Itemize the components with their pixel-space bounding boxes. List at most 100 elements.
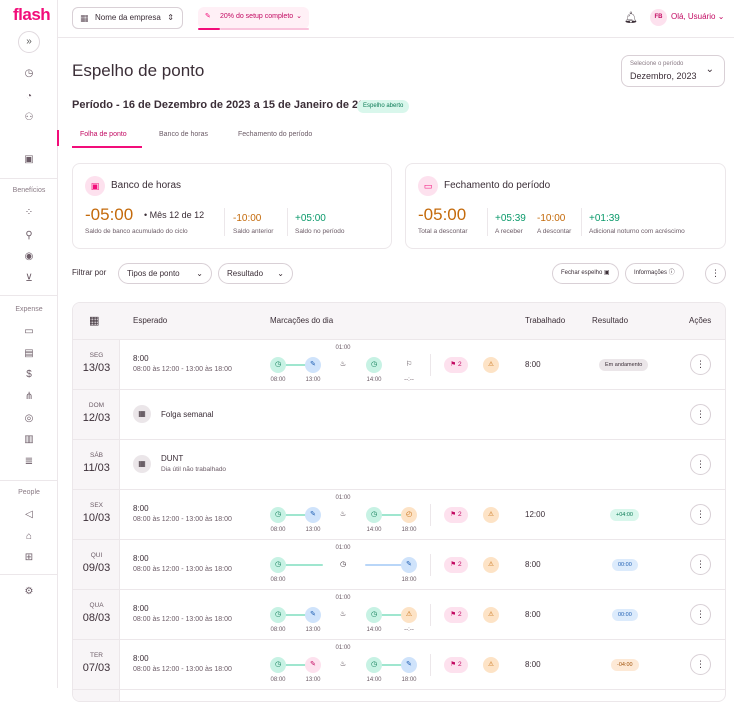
info-button[interactable]: Informações ⓘ xyxy=(625,263,684,284)
pencil-edited-icon[interactable]: ✎ xyxy=(305,657,321,673)
setup-progress-button[interactable]: ✎ 20% do setup completo ⌄ xyxy=(198,7,309,30)
day-status-title: DUNT xyxy=(161,454,184,463)
megaphone-icon[interactable]: ◁ xyxy=(25,509,33,520)
tab-folha-de-ponto[interactable]: Folha de ponto xyxy=(80,131,127,138)
meal-icon[interactable]: ♨ xyxy=(339,361,347,368)
row-actions-button[interactable]: ⋮ xyxy=(690,354,711,375)
meal-icon[interactable]: ♨ xyxy=(339,611,347,618)
flag-count-badge[interactable]: ⚑ 2 xyxy=(444,507,468,523)
clock-icon[interactable]: ◷ xyxy=(270,557,286,573)
alert-icon[interactable]: ⚠ xyxy=(483,557,499,573)
pencil-icon[interactable]: ✎ xyxy=(305,357,321,373)
info-label: Informações xyxy=(634,270,668,276)
user-plus-icon[interactable]: ⚲ xyxy=(25,230,33,241)
late-clock-icon[interactable]: ◴ xyxy=(401,507,417,523)
flag-count-badge[interactable]: ⚑ 2 xyxy=(444,557,468,573)
wallet-icon[interactable]: ▣ xyxy=(24,154,34,165)
expected-schedule: 08:00 às 12:00 - 13:00 às 18:00 xyxy=(133,666,232,673)
tab-banco-de-horas[interactable]: Banco de horas xyxy=(159,131,209,138)
fechamento-receive: +05:39 xyxy=(495,213,526,224)
card-icon[interactable]: ▭ xyxy=(24,326,34,337)
row-actions-button[interactable]: ⋮ xyxy=(690,654,711,675)
flag-count-badge[interactable]: ⚑ 2 xyxy=(444,357,468,373)
pencil-icon[interactable]: ✎ xyxy=(401,657,417,673)
org-chart-icon[interactable]: ⊞ xyxy=(24,552,34,563)
row-actions-button[interactable]: ⋮ xyxy=(690,454,711,475)
check-circle-icon[interactable]: ◎ xyxy=(24,413,34,424)
active-tab-indicator xyxy=(72,146,142,148)
filter-result-select[interactable]: Resultado ⌄ xyxy=(218,263,293,284)
alert-icon[interactable]: ⚠ xyxy=(483,607,499,623)
empty-nav-slot[interactable] xyxy=(22,132,36,146)
day-date: 10/03 xyxy=(82,512,111,524)
clock-icon[interactable]: ◷ xyxy=(366,507,382,523)
alert-icon[interactable]: ⚠ xyxy=(483,507,499,523)
expected-schedule: 08:00 às 12:00 - 13:00 às 18:00 xyxy=(133,616,232,623)
coin-icon[interactable]: ◉ xyxy=(24,251,34,262)
pencil-icon[interactable]: ✎ xyxy=(401,557,417,573)
row-actions-button[interactable]: ⋮ xyxy=(690,604,711,625)
row-actions-button[interactable]: ⋮ xyxy=(690,504,711,525)
cart-icon[interactable]: ⊻ xyxy=(25,273,33,284)
clock-outline-icon[interactable]: ◷ xyxy=(339,561,347,568)
alert-icon[interactable]: ⚠ xyxy=(483,657,499,673)
graduation-icon[interactable]: ⌂ xyxy=(25,531,33,542)
settings-icon[interactable]: ⚙ xyxy=(24,586,34,597)
row-actions-button[interactable]: ⋮ xyxy=(690,404,711,425)
avatar[interactable]: FB xyxy=(650,9,667,26)
clock-icon[interactable]: ◷ xyxy=(270,607,286,623)
more-options-button[interactable]: ⋮ xyxy=(705,263,726,284)
flag-count-badge[interactable]: ⚑ 2 xyxy=(444,657,468,673)
card-title: Banco de horas xyxy=(111,180,182,191)
clock-icon[interactable]: ◷ xyxy=(366,657,382,673)
mark-time: --:-- xyxy=(404,377,414,383)
tab-fechamento-do-periodo[interactable]: Fechamento do período xyxy=(238,131,313,138)
row-actions-button[interactable]: ⋮ xyxy=(690,554,711,575)
pie-chart-icon[interactable]: ◔ xyxy=(25,91,33,102)
result-badge: +04:00 xyxy=(610,509,639,521)
chevron-down-icon: ⌄ xyxy=(705,64,714,75)
flag-exit-icon[interactable]: ⚐ xyxy=(405,361,413,368)
day-of-week: DOM xyxy=(88,402,105,409)
divider xyxy=(430,604,431,626)
grid-icon[interactable]: ⁘ xyxy=(24,207,34,218)
flag-count-badge[interactable]: ⚑ 2 xyxy=(444,607,468,623)
flag-count: 2 xyxy=(458,561,462,568)
mark-time: 14:00 xyxy=(366,627,382,633)
flash-logo[interactable]: flash xyxy=(13,5,51,24)
users-icon[interactable]: ⚇ xyxy=(24,112,34,123)
filter-type-label: Tipos de ponto xyxy=(127,269,180,278)
hierarchy-icon[interactable]: ⋔ xyxy=(24,391,34,402)
period-select[interactable]: Selecione o período Dezembro, 2023 ⌄ xyxy=(621,55,725,87)
pencil-icon[interactable]: ✎ xyxy=(305,607,321,623)
bell-icon[interactable]: 🔔︎ xyxy=(624,12,638,24)
day-date: 08/03 xyxy=(82,612,111,624)
clock-icon[interactable]: ◷ xyxy=(270,507,286,523)
meal-icon[interactable]: ♨ xyxy=(339,661,347,668)
receipt-icon[interactable]: ▤ xyxy=(24,348,34,359)
clock-icon[interactable]: ◷ xyxy=(366,607,382,623)
clock-icon[interactable]: ◷ xyxy=(24,68,34,79)
warning-icon[interactable]: ⚠ xyxy=(401,607,417,623)
company-select[interactable]: ▦ Nome da empresa ⇕ xyxy=(72,7,183,29)
report-icon[interactable]: ≣ xyxy=(24,456,34,467)
clock-icon[interactable]: ◷ xyxy=(366,357,382,373)
clock-icon[interactable]: ◷ xyxy=(270,357,286,373)
expected-hours: 8:00 xyxy=(133,554,149,563)
document-icon[interactable]: ▥ xyxy=(24,434,34,445)
meal-icon[interactable]: ♨ xyxy=(339,511,347,518)
clock-icon[interactable]: ◷ xyxy=(270,657,286,673)
setup-progress-label: 20% do setup completo xyxy=(220,13,294,20)
calendar-icon[interactable]: ▦ xyxy=(89,315,100,327)
close-mirror-button[interactable]: Fechar espelho ▣ xyxy=(552,263,619,284)
flag-count: 2 xyxy=(458,611,462,618)
pencil-icon[interactable]: ✎ xyxy=(305,507,321,523)
mark-time: 18:00 xyxy=(401,527,417,533)
alert-icon[interactable]: ⚠ xyxy=(483,357,499,373)
user-menu[interactable]: Olá, Usuário ⌄ xyxy=(671,12,724,21)
day-date: 11/03 xyxy=(83,462,110,474)
dollar-icon[interactable]: $ xyxy=(26,369,32,380)
expected-hours: 8:00 xyxy=(133,604,149,613)
sidebar-toggle-button[interactable]: » xyxy=(18,31,40,53)
filter-type-select[interactable]: Tipos de ponto ⌄ xyxy=(118,263,212,284)
